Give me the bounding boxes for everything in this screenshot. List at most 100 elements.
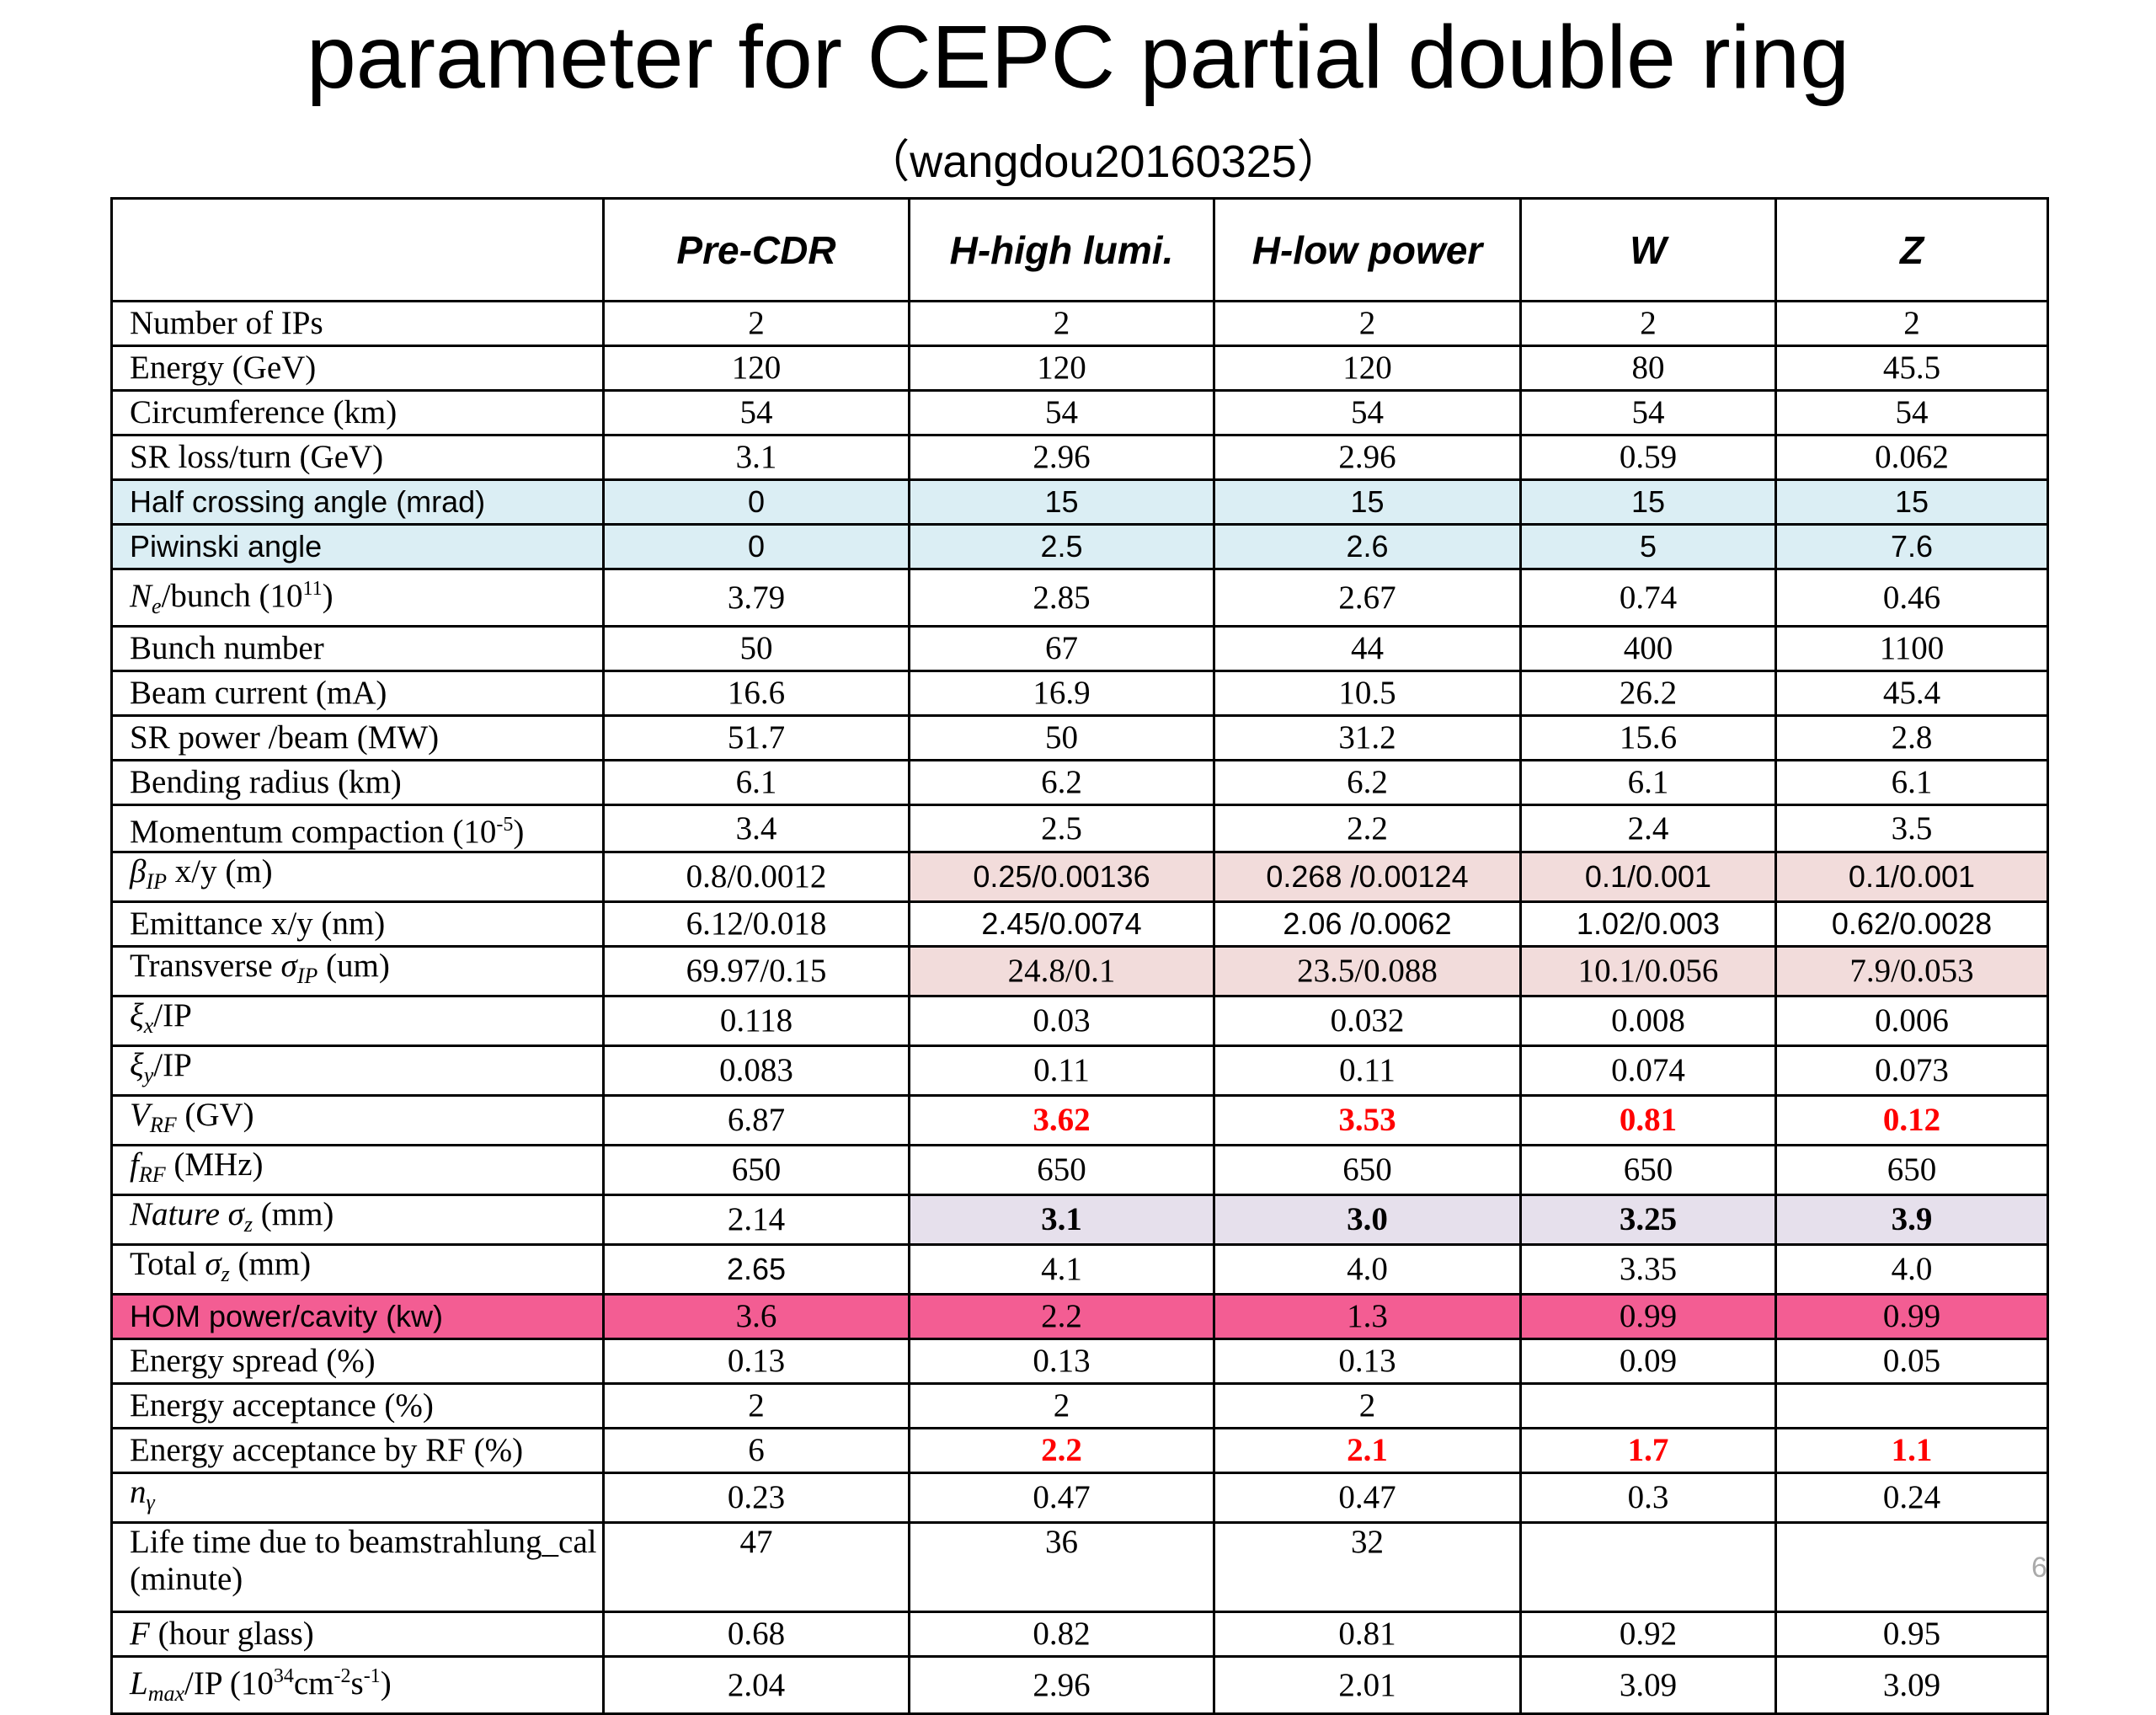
- table-body: Number of IPs 2 2 2 2 2 Energy (GeV) 120 120 120 8…: [110, 300, 2049, 1715]
- label-part: n: [130, 1474, 147, 1511]
- value-cell: 7.6: [1774, 523, 2049, 570]
- label-part: /bunch (10: [161, 578, 303, 614]
- value-cell: 1.1: [1774, 1427, 2049, 1474]
- value-cell: 0.13: [1213, 1338, 1522, 1385]
- value-cell: 6: [602, 1427, 910, 1474]
- value-cell: [1519, 1382, 1777, 1429]
- table-row: HOM power/cavity (kw) 3.6 2.2 1.3 0.99 0.99: [110, 1293, 2049, 1340]
- label-part: f: [130, 1146, 139, 1183]
- value-cell: 2.01: [1213, 1655, 1522, 1715]
- value-cell: 50: [602, 625, 910, 672]
- label-part: /IP (10: [184, 1665, 274, 1702]
- column-header: W: [1519, 197, 1777, 302]
- value-cell: 0: [602, 523, 910, 570]
- value-cell: 0.62/0.0028: [1774, 900, 2049, 948]
- value-cell: 2.96: [908, 434, 1215, 481]
- value-cell: 2.8: [1774, 714, 2049, 761]
- label-part: z: [221, 1262, 230, 1286]
- label-part: σ: [205, 1246, 221, 1283]
- value-cell: 2.04: [602, 1655, 910, 1715]
- value-cell: 15.6: [1519, 714, 1777, 761]
- label-part: (um): [318, 948, 390, 985]
- value-cell: 2: [1213, 1382, 1522, 1429]
- slide-subtitle: （wangdou20160325）: [864, 136, 1342, 187]
- value-cell: 2.5: [908, 804, 1215, 853]
- value-cell: 0.03: [908, 995, 1215, 1047]
- value-cell: 3.9: [1774, 1194, 2049, 1246]
- value-cell: 0.81: [1519, 1094, 1777, 1146]
- column-header: H-low power: [1213, 197, 1522, 302]
- label-part: max: [147, 1681, 185, 1706]
- value-cell: 3.25: [1519, 1194, 1777, 1246]
- value-cell: 0.083: [602, 1044, 910, 1097]
- value-cell: 0.74: [1519, 568, 1777, 628]
- row-label: nγ: [110, 1472, 605, 1524]
- row-label: fRF (MHz): [110, 1144, 605, 1196]
- row-label: VRF (GV): [110, 1094, 605, 1146]
- label-part: F: [130, 1616, 150, 1652]
- row-label: Circumference (km): [110, 389, 605, 436]
- table-row: Total σz (mm) 2.65 4.1 4.0 3.35 4.0: [110, 1243, 2049, 1296]
- label-part: RF: [138, 1162, 166, 1187]
- value-cell: [1519, 1521, 1777, 1613]
- value-cell: 1100: [1774, 625, 2049, 672]
- row-label: SR loss/turn (GeV): [110, 434, 605, 481]
- label-part: σ: [227, 1196, 244, 1233]
- row-label: Energy acceptance (%): [110, 1382, 605, 1429]
- value-cell: 3.62: [908, 1094, 1215, 1146]
- row-label: Ne/bunch (1011): [110, 568, 605, 628]
- value-cell: 0.68: [602, 1611, 910, 1658]
- row-label: Bending radius (km): [110, 759, 605, 806]
- value-cell: 0.82: [908, 1611, 1215, 1658]
- value-cell: 650: [602, 1144, 910, 1196]
- value-cell: 7.9/0.053: [1774, 945, 2049, 997]
- page-number: 6: [2031, 1552, 2047, 1584]
- value-cell: 0.006: [1774, 995, 2049, 1047]
- table-row: Bending radius (km) 6.1 6.2 6.2 6.1 6.1: [110, 759, 2049, 806]
- value-cell: 67: [908, 625, 1215, 672]
- value-cell: 0.46: [1774, 568, 2049, 628]
- value-cell: 0: [602, 478, 910, 526]
- label-part: ξ: [130, 997, 144, 1034]
- label-part: cm: [293, 1665, 334, 1702]
- label-part: γ: [146, 1490, 155, 1515]
- table-row: Piwinski angle 0 2.5 2.6 5 7.6: [110, 523, 2049, 570]
- label-part: s: [350, 1665, 364, 1702]
- header-row: Pre-CDR H-high lumi. H-low power W Z: [110, 197, 2049, 302]
- label-part: /IP: [153, 1047, 192, 1084]
- row-label: F (hour glass): [110, 1611, 605, 1658]
- value-cell: 2: [1519, 300, 1777, 347]
- value-cell: [1774, 1382, 2049, 1429]
- row-label: Energy acceptance by RF (%): [110, 1427, 605, 1474]
- value-cell: 0.1/0.001: [1519, 851, 1777, 903]
- value-cell: 0.92: [1519, 1611, 1777, 1658]
- value-cell: 16.9: [908, 670, 1215, 717]
- slide: parameter for CEPC partial double ring （…: [110, 8, 2049, 1715]
- table-row: Transverse σIP (um) 69.97/0.15 24.8/0.1 23.…: [110, 945, 2049, 997]
- label-part: (mm): [229, 1246, 312, 1283]
- corner-cell: [110, 197, 605, 302]
- value-cell: 650: [1519, 1144, 1777, 1196]
- value-cell: 50: [908, 714, 1215, 761]
- value-cell: 32: [1213, 1521, 1522, 1613]
- label-part: Transverse: [130, 948, 281, 985]
- value-cell: 2.96: [908, 1655, 1215, 1715]
- table-row: ξx/IP 0.118 0.03 0.032 0.008 0.006: [110, 995, 2049, 1047]
- value-cell: 2.6: [1213, 523, 1522, 570]
- value-cell: 120: [908, 345, 1215, 392]
- value-cell: 0.062: [1774, 434, 2049, 481]
- value-cell: 80: [1519, 345, 1777, 392]
- label-part: x/y (m): [166, 853, 273, 890]
- row-label: Half crossing angle (mrad): [110, 478, 605, 526]
- value-cell: 0.81: [1213, 1611, 1522, 1658]
- value-cell: 0.59: [1519, 434, 1777, 481]
- value-cell: 1.3: [1213, 1293, 1522, 1340]
- value-cell: 0.99: [1519, 1293, 1777, 1340]
- table-row: Number of IPs 2 2 2 2 2: [110, 300, 2049, 347]
- label-part: L: [130, 1665, 148, 1702]
- table-row: βIP x/y (m) 0.8/0.0012 0.25/0.00136 0.268 /…: [110, 851, 2049, 903]
- value-cell: 1.02/0.003: [1519, 900, 1777, 948]
- table-row: F (hour glass) 0.68 0.82 0.81 0.92 0.95: [110, 1611, 2049, 1658]
- value-cell: 0.09: [1519, 1338, 1777, 1385]
- value-cell: 2: [908, 1382, 1215, 1429]
